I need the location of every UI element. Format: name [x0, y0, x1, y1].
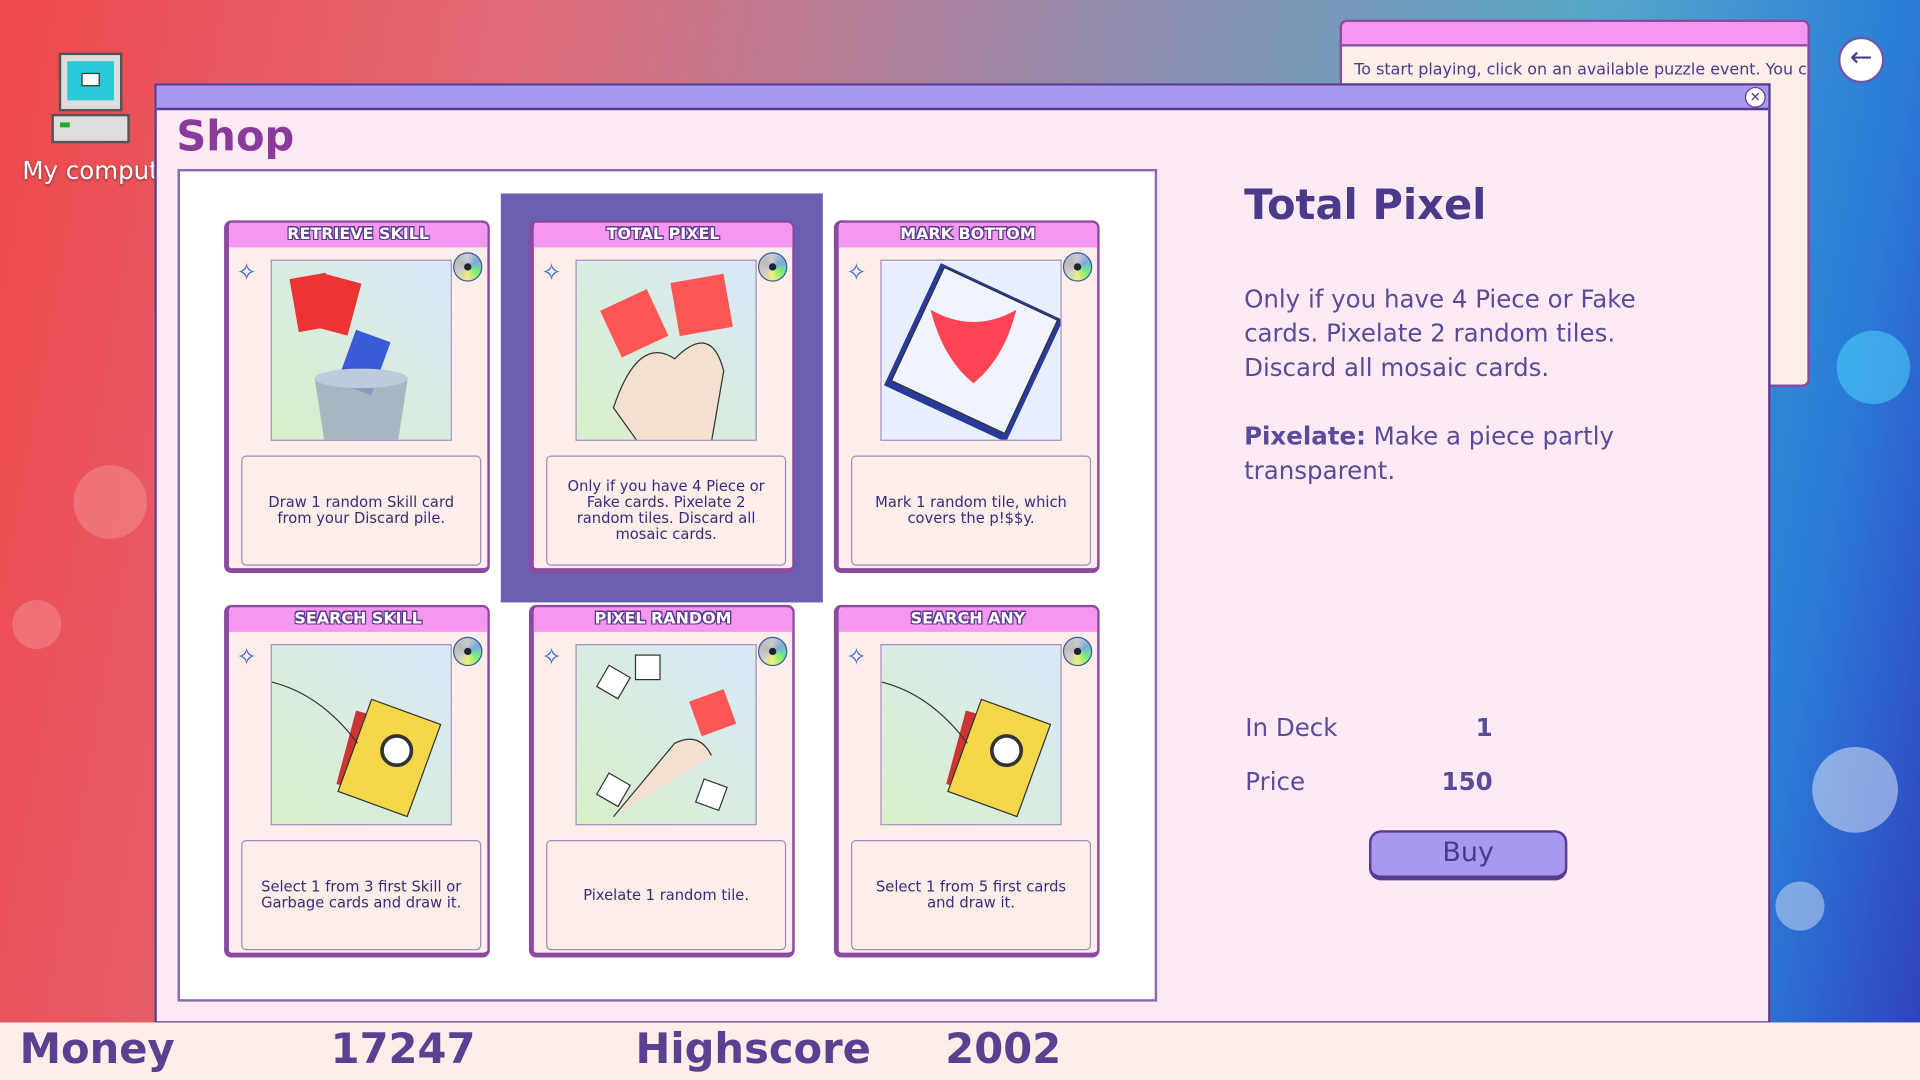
shop-card[interactable]: TOTAL PIXEL ✧ Only if you have 4 Piece o…: [528, 220, 795, 574]
sparkle-icon: ✧: [541, 641, 562, 672]
back-button[interactable]: ←: [1837, 36, 1885, 84]
price-label: Price: [1245, 766, 1306, 796]
tutorial-window-titlebar[interactable]: [1342, 22, 1808, 47]
card-art: [880, 644, 1062, 826]
keyword: Pixelate:: [1244, 421, 1366, 451]
desktop-icon-label: My comput: [22, 155, 159, 185]
computer-icon: [51, 52, 130, 144]
in-deck-row: In Deck 1: [1245, 712, 1492, 743]
shop-card[interactable]: PIXEL RANDOM ✧ Pixelate 1 random tile.: [528, 604, 795, 958]
highscore-value: 2002: [945, 1024, 1062, 1074]
sparkle-icon: ✧: [236, 257, 257, 287]
arrow-left-icon: ←: [1849, 42, 1873, 74]
card-art: [270, 644, 452, 826]
card-description: Pixelate 1 random tile.: [546, 840, 787, 951]
card-description: Select 1 from 3 first Skill or Garbage c…: [241, 840, 482, 951]
sparkle-icon: ✧: [541, 257, 562, 287]
shop-card[interactable]: SEARCH SKILL ✧ Select 1 from 3 first Ski…: [224, 604, 490, 958]
disc-icon: [1062, 252, 1093, 282]
page-title: Shop: [176, 112, 295, 162]
shop-card[interactable]: SEARCH ANY ✧ Select 1 from 5 first cards…: [833, 604, 1100, 958]
card-description: Select 1 from 5 first cards and draw it.: [851, 840, 1092, 951]
card-title: PIXEL RANDOM: [533, 607, 793, 632]
money-value: 17247: [330, 1024, 476, 1074]
sparkle-icon: ✧: [236, 641, 257, 672]
card-art: [880, 259, 1062, 441]
shop-window: ✕ Shop RETRIEVE SKILL ✧ Draw 1 random Sk…: [154, 83, 1771, 1024]
desktop-icon-my-computer[interactable]: My comput: [17, 51, 164, 185]
sparkle-icon: ✧: [846, 257, 867, 287]
tutorial-text: To start playing, click on an available …: [1354, 61, 1808, 80]
buy-button[interactable]: Buy: [1368, 830, 1568, 881]
detail-title: Total Pixel: [1244, 181, 1487, 231]
keyword-text: Make a piece partly transparent.: [1244, 421, 1614, 485]
card-title: MARK BOTTOM: [838, 222, 1098, 248]
card-description: Mark 1 random tile, which covers the p!$…: [851, 455, 1092, 566]
detail-text: Only if you have 4 Piece or Fake cards. …: [1244, 284, 1636, 383]
disc-icon: [453, 636, 483, 667]
detail-description: Only if you have 4 Piece or Fake cards. …: [1244, 282, 1648, 488]
disc-icon: [757, 252, 788, 282]
card-art: [575, 644, 757, 826]
close-icon[interactable]: ✕: [1744, 86, 1766, 108]
card-art: [575, 259, 757, 441]
card-description: Draw 1 random Skill card from your Disca…: [241, 455, 482, 566]
disc-icon: [1062, 636, 1093, 667]
in-deck-label: In Deck: [1245, 712, 1338, 743]
shop-card[interactable]: MARK BOTTOM ✧ Mark 1 random tile, which …: [833, 220, 1100, 574]
card-art: [270, 259, 452, 441]
sparkle-icon: ✧: [846, 641, 867, 672]
money-label: Money: [19, 1024, 175, 1074]
price-value: 150: [1441, 766, 1493, 796]
card-title: SEARCH ANY: [838, 607, 1098, 632]
card-title: TOTAL PIXEL: [533, 222, 793, 248]
card-description: Only if you have 4 Piece or Fake cards. …: [546, 455, 787, 566]
disc-icon: [757, 636, 788, 667]
card-title: SEARCH SKILL: [228, 607, 488, 632]
card-grid: RETRIEVE SKILL ✧ Draw 1 random Skill car…: [177, 168, 1158, 1002]
status-bar: Money 17247 Highscore 2002: [0, 1022, 1920, 1080]
in-deck-value: 1: [1475, 712, 1493, 743]
price-row: Price 150: [1245, 766, 1492, 796]
highscore-label: Highscore: [635, 1024, 871, 1074]
card-title: RETRIEVE SKILL: [228, 222, 488, 248]
shop-card[interactable]: RETRIEVE SKILL ✧ Draw 1 random Skill car…: [224, 220, 490, 574]
disc-icon: [453, 252, 483, 282]
shop-titlebar[interactable]: ✕: [156, 85, 1769, 111]
